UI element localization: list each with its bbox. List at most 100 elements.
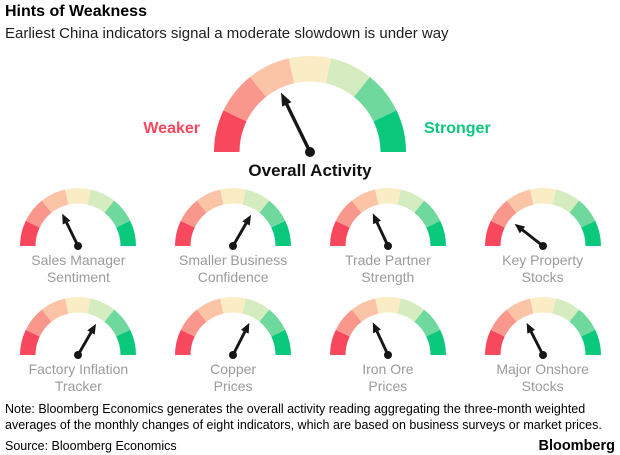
gauge-segment <box>325 58 370 97</box>
indicator-label: Iron Ore Prices <box>362 361 413 395</box>
overall-activity-gauge <box>208 56 412 160</box>
gauge-cell-factory-inflation-tracker: Factory Inflation Tracker <box>1 296 156 395</box>
indicator-label-line1: Iron Ore <box>362 361 414 377</box>
gauge-svg <box>20 187 137 250</box>
indicator-label-line2: Tracker <box>54 378 102 394</box>
gauge-cell-major-onshore-stocks: Major Onshore Stocks <box>465 296 620 395</box>
gauge-segment <box>242 189 270 213</box>
gauge-segment <box>180 309 207 337</box>
indicator-label-line1: Trade Partner <box>344 252 431 268</box>
gauge-segment <box>175 220 195 246</box>
bloomberg-logo: Bloomberg <box>538 438 615 454</box>
gauge-svg <box>484 296 601 359</box>
gauge-segment <box>42 298 69 322</box>
gauge-segment <box>116 220 137 246</box>
gauge-segment <box>397 298 425 322</box>
gauge-segment <box>20 220 41 246</box>
indicator-label: Major Onshore Stocks <box>496 361 589 395</box>
gauge-needle <box>231 329 248 356</box>
gauge-needle-arrowhead <box>242 214 252 226</box>
gauge-segment <box>288 56 332 84</box>
gauge-needle-pivot <box>74 351 83 359</box>
gauge-segment <box>104 309 131 337</box>
gauge-needle <box>231 221 249 247</box>
gauge-segment <box>335 309 362 337</box>
gauge-segment <box>569 309 595 337</box>
indicator-label: Factory Inflation Tracker <box>29 361 129 395</box>
gauge-segment <box>259 309 286 337</box>
gauge-segment <box>484 220 505 246</box>
gauge-segment <box>552 298 579 322</box>
gauge-segment <box>506 189 534 213</box>
indicator-label-line1: Factory Inflation <box>28 361 129 377</box>
gauge-segment <box>220 187 247 205</box>
gauge-sales-manager-sentiment <box>18 187 138 251</box>
stronger-scale-label: Stronger <box>424 120 491 137</box>
gauge-svg <box>329 296 446 359</box>
gauge-needle-pivot <box>538 242 547 250</box>
gauge-segment <box>529 296 556 314</box>
gauge-factory-inflation-tracker <box>18 296 138 360</box>
indicator-gauges-row-1: Sales Manager Sentiment Smaller Business… <box>1 187 620 286</box>
gauge-trade-partner-strength <box>328 187 448 251</box>
gauge-segment <box>175 329 195 355</box>
gauge-segment <box>180 200 207 228</box>
header: Hints of Weakness Earliest China indicat… <box>5 3 615 42</box>
gauge-cell-smaller-business-confidence: Smaller Business Confidence <box>156 187 311 286</box>
indicator-label: Copper Prices <box>210 361 256 395</box>
gauge-smaller-business-confidence <box>173 187 293 251</box>
gauge-needle-pivot <box>538 351 547 359</box>
gauge-segment <box>196 189 224 213</box>
gauge-segment <box>580 329 601 355</box>
gauge-needle <box>528 329 544 356</box>
gauge-segment <box>529 187 556 205</box>
gauge-segment <box>220 296 247 314</box>
overall-activity-section: Weaker Stronger Overall Activity <box>0 0 620 186</box>
indicator-label-line1: Copper <box>210 361 257 377</box>
gauge-needle <box>77 330 94 356</box>
gauge-segment <box>397 189 425 213</box>
gauge-segment <box>374 187 401 205</box>
gauge-segment <box>214 110 247 152</box>
source-row: Source: Bloomberg Economics Bloomberg <box>5 438 615 454</box>
gauge-cell-copper-prices: Copper Prices <box>156 296 311 395</box>
gauge-segment <box>271 329 292 355</box>
gauge-segment <box>259 200 286 228</box>
indicator-label-line2: Strength <box>361 269 415 285</box>
indicator-label: Key Property Stocks <box>502 252 583 286</box>
indicator-label-line1: Smaller Business <box>179 252 288 268</box>
gauge-segment <box>26 200 52 228</box>
gauge-svg <box>20 296 137 359</box>
gauge-cell-iron-ore-prices: Iron Ore Prices <box>311 296 466 395</box>
gauge-segment <box>196 298 224 322</box>
gauge-segment <box>242 298 270 322</box>
gauge-segment <box>414 200 441 228</box>
gauge-segment <box>374 296 401 314</box>
gauge-segment <box>42 189 69 213</box>
overall-gauge-caption: Overall Activity <box>248 161 372 180</box>
gauge-segment <box>65 296 92 314</box>
gauge-needle-pivot <box>305 147 315 157</box>
gauge-needle <box>284 101 312 153</box>
gauge-needle-arrowhead <box>241 322 250 334</box>
gauge-svg <box>175 296 292 359</box>
gauge-needle-pivot <box>383 351 392 359</box>
gauge-needle <box>64 220 80 247</box>
gauge-svg <box>175 187 292 250</box>
indicator-gauges-row-2: Factory Inflation Tracker Copper Prices … <box>1 296 620 395</box>
gauge-needle <box>374 329 390 356</box>
gauge-segment <box>20 329 41 355</box>
gauge-key-property-stocks <box>483 187 603 251</box>
weaker-scale-label: Weaker <box>143 120 200 137</box>
gauge-needle-arrowhead <box>372 213 381 225</box>
gauge-segment <box>223 76 267 122</box>
gauge-svg <box>484 187 601 250</box>
gauge-segment <box>490 200 517 228</box>
indicator-label: Trade Partner Strength <box>345 252 431 286</box>
page-title: Hints of Weakness <box>5 3 147 20</box>
gauge-segment <box>484 329 505 355</box>
gauge-needle-arrowhead <box>514 223 525 234</box>
indicator-label-line2: Sentiment <box>46 269 110 285</box>
indicator-label: Smaller Business Confidence <box>179 252 287 286</box>
gauge-cell-sales-manager-sentiment: Sales Manager Sentiment <box>1 187 156 286</box>
